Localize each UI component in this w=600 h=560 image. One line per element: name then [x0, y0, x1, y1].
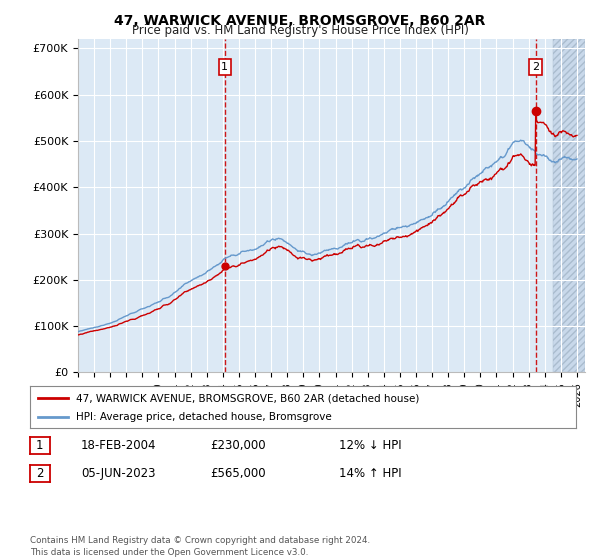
Text: 14% ↑ HPI: 14% ↑ HPI — [339, 466, 401, 480]
Text: Price paid vs. HM Land Registry's House Price Index (HPI): Price paid vs. HM Land Registry's House … — [131, 24, 469, 37]
Text: 1: 1 — [221, 62, 228, 72]
Text: £565,000: £565,000 — [210, 466, 266, 480]
Text: 18-FEB-2004: 18-FEB-2004 — [81, 438, 157, 452]
Text: 2: 2 — [532, 62, 539, 72]
Text: 05-JUN-2023: 05-JUN-2023 — [81, 466, 155, 480]
Text: 2: 2 — [36, 466, 44, 480]
Text: 1: 1 — [36, 438, 44, 452]
Text: HPI: Average price, detached house, Bromsgrove: HPI: Average price, detached house, Brom… — [76, 412, 332, 422]
Text: 12% ↓ HPI: 12% ↓ HPI — [339, 438, 401, 452]
Text: £230,000: £230,000 — [210, 438, 266, 452]
Text: Contains HM Land Registry data © Crown copyright and database right 2024.
This d: Contains HM Land Registry data © Crown c… — [30, 536, 370, 557]
Bar — [553, 39, 585, 372]
Text: 47, WARWICK AVENUE, BROMSGROVE, B60 2AR (detached house): 47, WARWICK AVENUE, BROMSGROVE, B60 2AR … — [76, 393, 420, 403]
Text: 47, WARWICK AVENUE, BROMSGROVE, B60 2AR: 47, WARWICK AVENUE, BROMSGROVE, B60 2AR — [115, 14, 485, 28]
